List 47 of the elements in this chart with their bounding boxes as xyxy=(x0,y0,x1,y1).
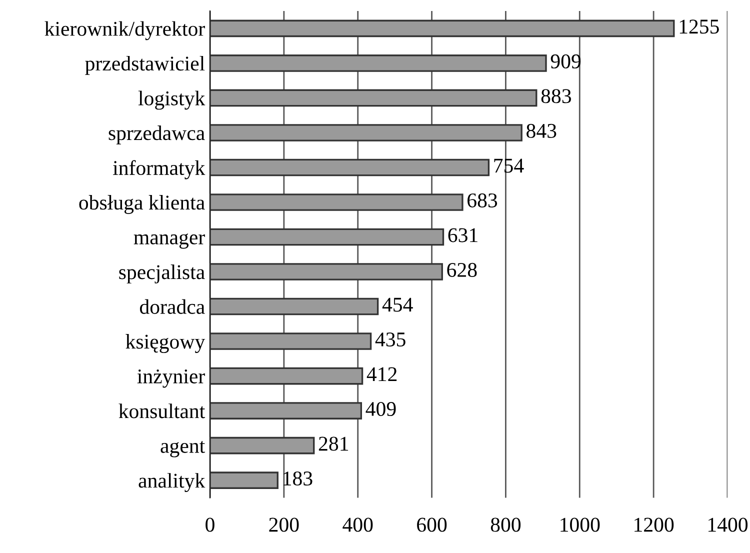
data-label: 281 xyxy=(318,436,348,451)
bar xyxy=(210,158,490,176)
data-label: 883 xyxy=(541,89,571,104)
y-tick-label: logistyk xyxy=(138,90,206,110)
y-tick-label: konsultant xyxy=(118,404,206,418)
data-label: 628 xyxy=(447,262,477,277)
x-tick-label: 1000 xyxy=(560,518,600,532)
y-tick-label: przedstawiciel xyxy=(85,56,205,75)
y-tick-label: kierownik/dyrektor xyxy=(44,21,205,40)
data-label: 409 xyxy=(366,402,396,416)
bar xyxy=(210,124,522,142)
x-tick-label: 1400 xyxy=(708,518,748,532)
bar xyxy=(210,332,372,350)
bar xyxy=(210,436,315,454)
y-tick-label: księgowy xyxy=(126,334,206,354)
data-label: 412 xyxy=(366,367,397,382)
data-label: 435 xyxy=(375,332,406,346)
bar xyxy=(210,54,547,72)
y-tick-label: analityk xyxy=(138,473,206,492)
bar xyxy=(210,298,379,316)
y-tick-label: sprzedawca xyxy=(108,125,205,144)
bar xyxy=(210,472,278,489)
y-tick-label: doradca xyxy=(140,299,205,314)
y-tick-label: manager xyxy=(134,234,205,249)
y-tick-label: agent xyxy=(160,441,206,458)
bar xyxy=(210,228,444,246)
bar xyxy=(210,402,362,420)
bar xyxy=(210,194,464,211)
data-label: 683 xyxy=(468,193,498,208)
y-tick-label: specjalista xyxy=(119,264,205,284)
x-tick-label: 400 xyxy=(342,518,373,532)
bar xyxy=(210,89,538,107)
data-label: 631 xyxy=(448,228,478,242)
x-tick-label: 200 xyxy=(269,518,299,532)
x-tick-label: 800 xyxy=(490,518,521,532)
x-tick-label: 0 xyxy=(206,518,214,532)
bar xyxy=(210,367,364,385)
data-label: 843 xyxy=(526,124,556,138)
y-tick-label: obsługa klienta xyxy=(79,195,205,214)
y-tick-label: inżynier xyxy=(137,369,205,388)
data-label: 454 xyxy=(382,298,413,312)
y-tick-label: informatyk xyxy=(113,160,206,180)
x-tick-label: 600 xyxy=(417,518,447,532)
bar xyxy=(210,263,443,280)
data-label: 1255 xyxy=(680,20,719,34)
x-tick-label: 1200 xyxy=(634,518,674,532)
bar xyxy=(210,20,675,38)
